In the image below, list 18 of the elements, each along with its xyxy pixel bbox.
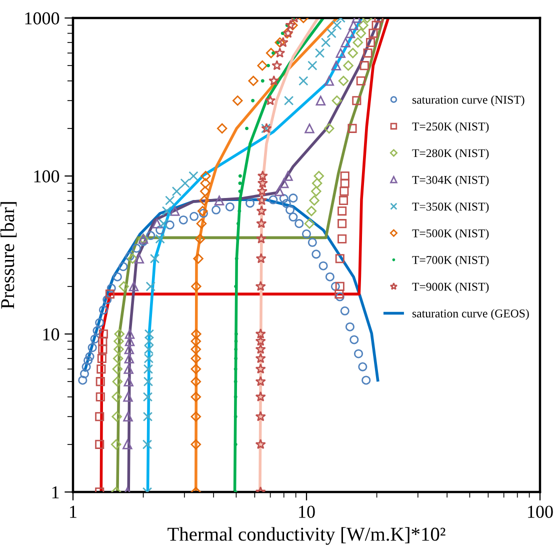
x-tick-label: 100 (528, 506, 553, 518)
legend-label: T=280K (NIST) (412, 148, 489, 160)
y-tick-label: 10 (43, 328, 60, 340)
y-tick-label: 1000 (25, 12, 60, 24)
legend-label: T=700K (NIST) (412, 256, 489, 266)
legend-label: saturation curve (NIST) (412, 95, 524, 106)
legend-label: T=304K (NIST) (412, 176, 489, 186)
x-tick-label: 10 (299, 506, 315, 518)
y-axis-title: Pressure [bar] (0, 202, 17, 309)
legend-label: T=500K (NIST) (412, 229, 489, 240)
y-tick-label: 1 (52, 486, 59, 498)
legend-label: T=250K (NIST) (412, 122, 489, 133)
legend-label: saturation curve (GEOS) (412, 309, 529, 320)
legend-label: T=350K (NIST) (412, 202, 489, 213)
legend-label: T=900K (NIST) (412, 282, 489, 294)
x-tick-label: 1 (70, 506, 76, 518)
x-axis-title: Thermal conductivity [W/m.K]*10² (168, 527, 446, 545)
y-tick-label: 100 (34, 170, 60, 182)
